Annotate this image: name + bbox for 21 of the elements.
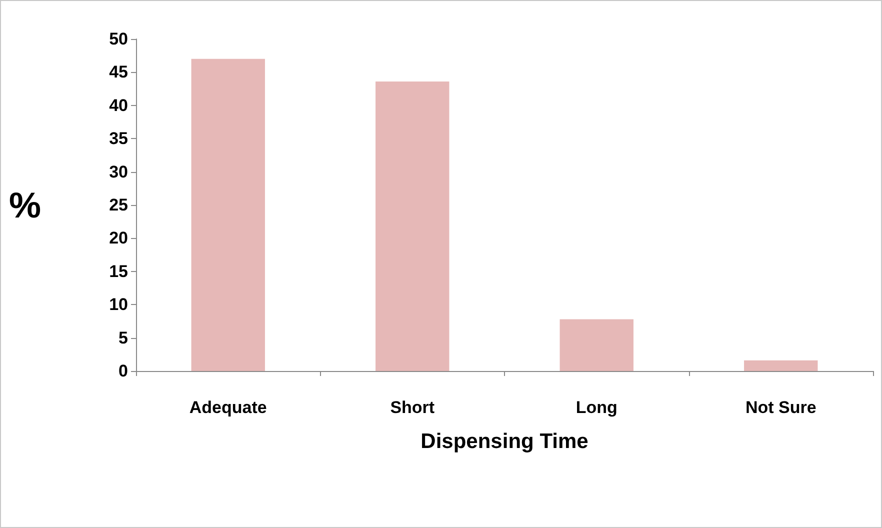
bar [191,58,265,371]
y-tick-label: 40 [109,96,128,115]
y-axis-title: % [8,184,41,226]
y-tick-label: 5 [118,328,128,348]
x-tick-label: Adequate [189,398,267,417]
y-tick-label: 50 [109,30,128,48]
bar [560,319,634,371]
y-tick-label: 25 [109,196,128,214]
x-tick-label: Short [390,398,435,417]
x-tick-label: Long [576,398,618,417]
y-tick-label: 45 [109,62,128,82]
y-tick-label: 30 [109,162,128,182]
x-tick-label: Not Sure [745,398,816,417]
y-tick-label: 15 [109,262,128,281]
bar [376,81,450,371]
y-tick-label: 35 [109,129,128,148]
y-tick-label: 20 [109,228,128,248]
x-axis-title: Dispensing Time [420,430,588,453]
y-tick-label: 10 [109,295,128,314]
y-tick-label: 0 [118,362,128,380]
bar [744,360,818,371]
